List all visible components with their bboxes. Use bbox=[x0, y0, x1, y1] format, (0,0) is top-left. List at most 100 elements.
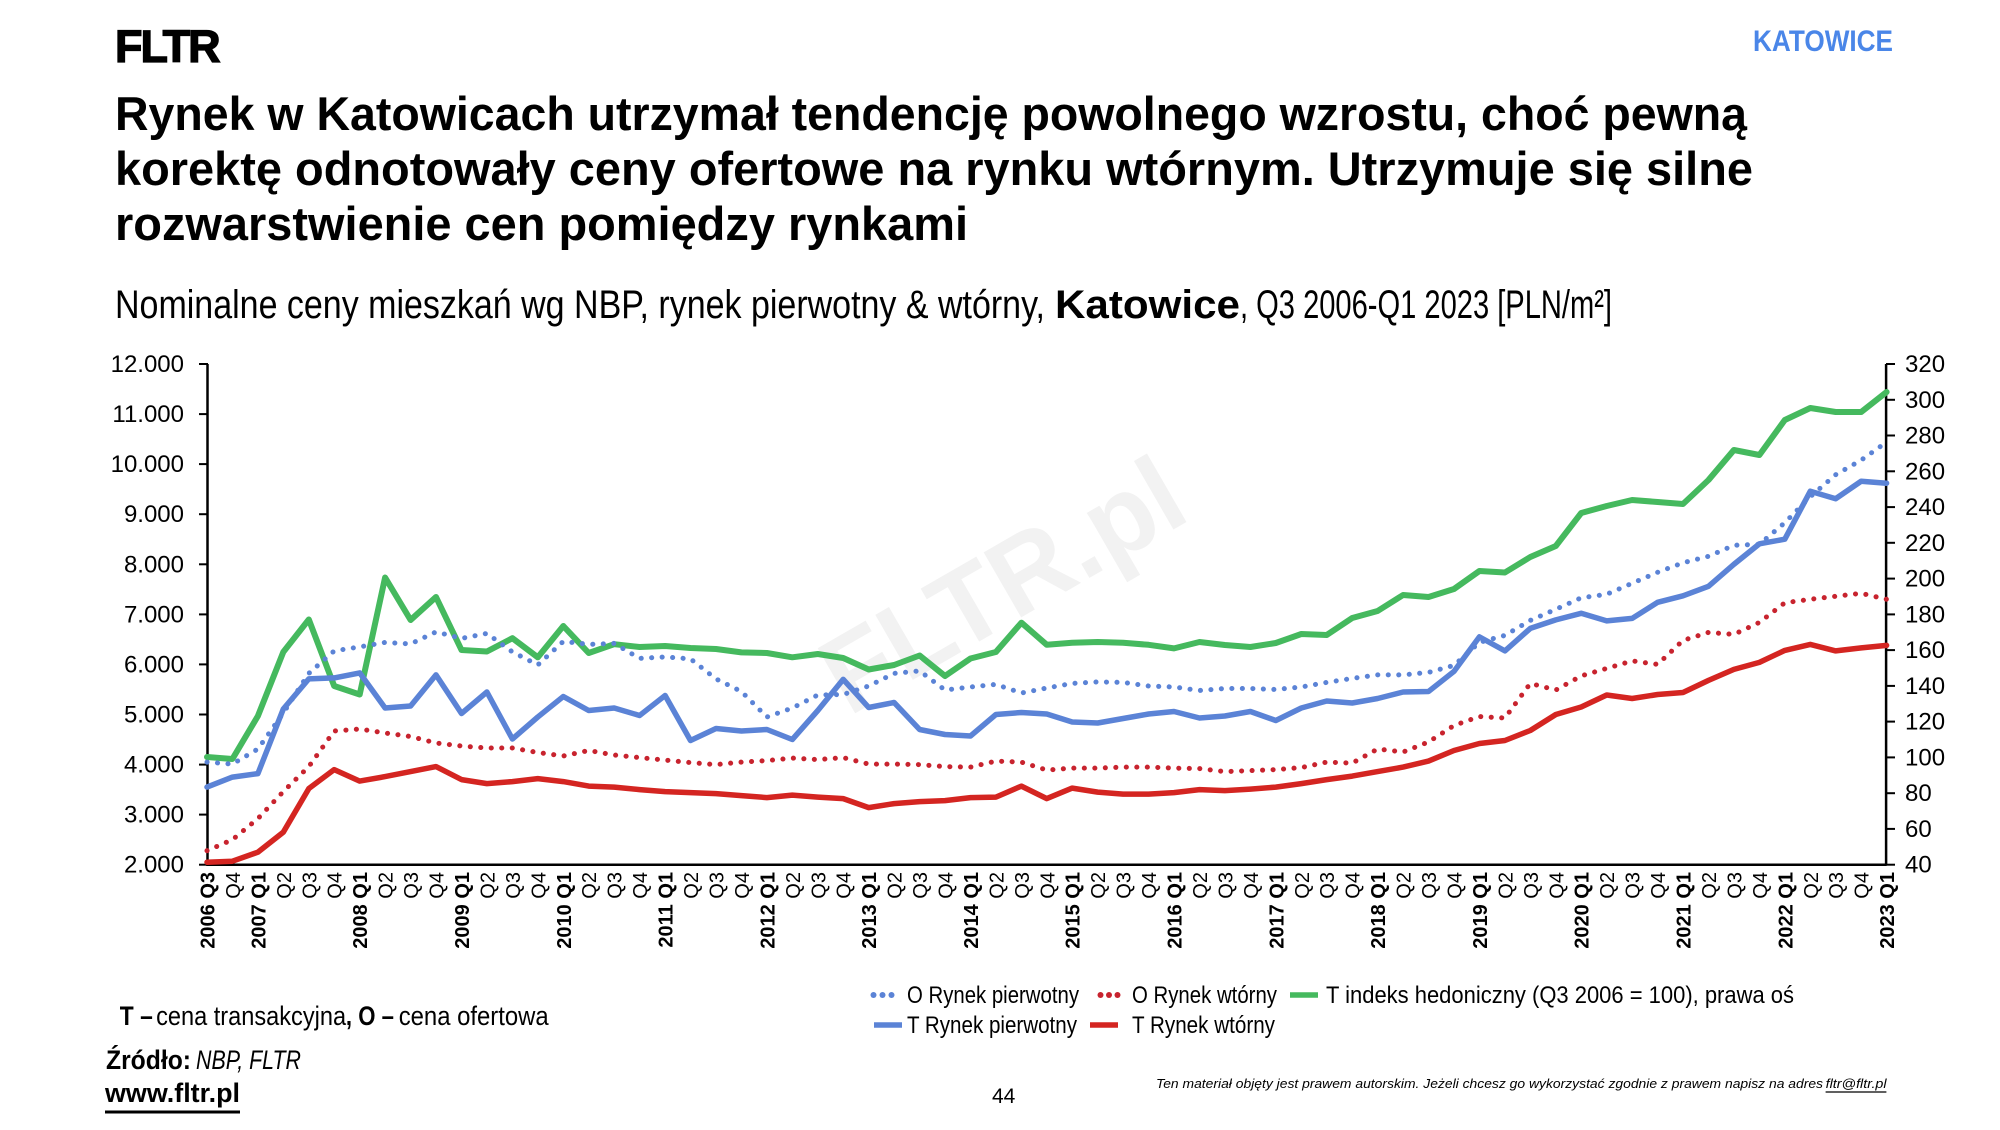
svg-text:Q2: Q2 bbox=[681, 872, 703, 899]
svg-text:220: 220 bbox=[1905, 530, 1945, 557]
svg-text:40: 40 bbox=[1905, 852, 1932, 879]
svg-text:Q3: Q3 bbox=[1317, 872, 1339, 899]
svg-text:Q4: Q4 bbox=[1852, 872, 1874, 899]
svg-text:Q3: Q3 bbox=[1012, 872, 1034, 899]
svg-text:Q4: Q4 bbox=[1139, 872, 1161, 899]
svg-text:T Rynek wtórny: T Rynek wtórny bbox=[1132, 1012, 1275, 1039]
svg-text:fltr@fltr.pl: fltr@fltr.pl bbox=[1826, 1076, 1888, 1091]
svg-text:60: 60 bbox=[1905, 816, 1932, 843]
svg-text:300: 300 bbox=[1905, 387, 1945, 414]
svg-text:80: 80 bbox=[1905, 780, 1932, 807]
svg-text:rozwarstwienie cen pomiędzy ry: rozwarstwienie cen pomiędzy rynkami bbox=[115, 197, 968, 250]
svg-text:6.000: 6.000 bbox=[124, 651, 184, 678]
svg-text:160: 160 bbox=[1905, 637, 1945, 664]
svg-text:Katowice: Katowice bbox=[1055, 283, 1240, 327]
svg-text:Nominalne ceny mieszkań wg NBP: Nominalne ceny mieszkań wg NBP, rynek pi… bbox=[115, 283, 1045, 327]
svg-text:Q4: Q4 bbox=[1546, 872, 1568, 899]
svg-text:2012 Q1: 2012 Q1 bbox=[757, 872, 779, 949]
svg-text:2018 Q1: 2018 Q1 bbox=[1368, 872, 1390, 949]
svg-text:Q2: Q2 bbox=[1495, 872, 1517, 899]
svg-text:320: 320 bbox=[1905, 351, 1945, 378]
svg-text:8.000: 8.000 bbox=[124, 551, 184, 578]
svg-text:2021 Q1: 2021 Q1 bbox=[1674, 872, 1696, 949]
svg-text:Q4: Q4 bbox=[325, 872, 347, 899]
svg-text:T Rynek pierwotny: T Rynek pierwotny bbox=[907, 1012, 1077, 1039]
svg-text:10.000: 10.000 bbox=[111, 451, 184, 478]
svg-text:Q4: Q4 bbox=[223, 872, 245, 899]
svg-text:Q4: Q4 bbox=[1445, 872, 1467, 899]
svg-text:5.000: 5.000 bbox=[124, 702, 184, 729]
svg-text:Q2: Q2 bbox=[1190, 872, 1212, 899]
svg-text:Q2: Q2 bbox=[274, 872, 296, 899]
svg-text:260: 260 bbox=[1905, 458, 1945, 485]
svg-text:Q3: Q3 bbox=[910, 872, 932, 899]
svg-text:11.000: 11.000 bbox=[112, 401, 184, 428]
svg-text:T –: T – bbox=[120, 1001, 153, 1031]
svg-text:2017 Q1: 2017 Q1 bbox=[1266, 872, 1288, 949]
svg-text:Q3: Q3 bbox=[401, 872, 423, 899]
svg-text:NBP, FLTR: NBP, FLTR bbox=[196, 1045, 301, 1075]
svg-text:Q2: Q2 bbox=[1801, 872, 1823, 899]
svg-text:Q3: Q3 bbox=[605, 872, 627, 899]
svg-text:Q4: Q4 bbox=[528, 872, 550, 899]
svg-text:Źródło:: Źródło: bbox=[106, 1044, 191, 1075]
svg-text:2016 Q1: 2016 Q1 bbox=[1165, 872, 1187, 949]
svg-text:Q4: Q4 bbox=[630, 872, 652, 899]
svg-text:O Rynek wtórny: O Rynek wtórny bbox=[1132, 982, 1277, 1009]
svg-text:Q4: Q4 bbox=[1343, 872, 1365, 899]
svg-text:120: 120 bbox=[1905, 709, 1945, 736]
svg-text:9.000: 9.000 bbox=[124, 501, 184, 528]
svg-text:3.000: 3.000 bbox=[124, 802, 184, 829]
svg-text:2019 Q1: 2019 Q1 bbox=[1470, 872, 1492, 949]
svg-text:Q3: Q3 bbox=[1826, 872, 1848, 899]
svg-text:Q3: Q3 bbox=[808, 872, 830, 899]
svg-text:Q2: Q2 bbox=[1597, 872, 1619, 899]
svg-text:280: 280 bbox=[1905, 423, 1945, 450]
svg-text:T indeks hedoniczny (Q3 2006 =: T indeks hedoniczny (Q3 2006 = 100), pra… bbox=[1326, 982, 1794, 1009]
svg-text:2013 Q1: 2013 Q1 bbox=[859, 872, 881, 949]
svg-text:Q3: Q3 bbox=[1724, 872, 1746, 899]
svg-text:Q2: Q2 bbox=[1088, 872, 1110, 899]
svg-text:Q3: Q3 bbox=[503, 872, 525, 899]
svg-text:Q2: Q2 bbox=[1394, 872, 1416, 899]
svg-text:Q3: Q3 bbox=[299, 872, 321, 899]
svg-text:O Rynek pierwotny: O Rynek pierwotny bbox=[907, 982, 1079, 1009]
svg-text:www.fltr.pl: www.fltr.pl bbox=[104, 1078, 240, 1108]
svg-text:Q2: Q2 bbox=[1292, 872, 1314, 899]
svg-text:Q3: Q3 bbox=[1419, 872, 1441, 899]
svg-text:Q2: Q2 bbox=[1699, 872, 1721, 899]
svg-text:Q2: Q2 bbox=[783, 872, 805, 899]
svg-text:, Q3 2006-Q1 2023 [PLN/m²]: , Q3 2006-Q1 2023 [PLN/m²] bbox=[1240, 283, 1612, 327]
svg-text:2011 Q1: 2011 Q1 bbox=[656, 872, 678, 948]
svg-text:2009 Q1: 2009 Q1 bbox=[452, 872, 474, 949]
svg-text:2023 Q1: 2023 Q1 bbox=[1877, 872, 1899, 949]
svg-text:Q2: Q2 bbox=[376, 872, 398, 899]
svg-text:100: 100 bbox=[1905, 744, 1945, 771]
svg-text:Q4: Q4 bbox=[834, 872, 856, 899]
svg-text:Rynek w Katowicach utrzymał te: Rynek w Katowicach utrzymał tendencję po… bbox=[115, 87, 1748, 140]
svg-text:Q2: Q2 bbox=[477, 872, 499, 899]
svg-text:cena ofertowa: cena ofertowa bbox=[399, 1001, 550, 1031]
svg-text:4.000: 4.000 bbox=[124, 752, 184, 779]
svg-text:KATOWICE: KATOWICE bbox=[1753, 25, 1893, 58]
svg-text:2.000: 2.000 bbox=[124, 852, 184, 879]
svg-text:FLTR: FLTR bbox=[115, 21, 220, 72]
svg-text:Q2: Q2 bbox=[579, 872, 601, 899]
svg-text:2014 Q1: 2014 Q1 bbox=[961, 872, 983, 949]
svg-text:Q3: Q3 bbox=[707, 872, 729, 899]
svg-text:cena transakcyjna: cena transakcyjna bbox=[156, 1001, 347, 1031]
svg-text:Q2: Q2 bbox=[885, 872, 907, 899]
svg-text:2015 Q1: 2015 Q1 bbox=[1063, 872, 1085, 949]
svg-text:2010 Q1: 2010 Q1 bbox=[554, 872, 576, 949]
svg-text:Q4: Q4 bbox=[427, 872, 449, 899]
svg-text:, O –: , O – bbox=[346, 1001, 394, 1031]
svg-text:Q2: Q2 bbox=[986, 872, 1008, 899]
svg-text:12.000: 12.000 bbox=[111, 351, 184, 378]
svg-text:Q4: Q4 bbox=[1241, 872, 1263, 899]
svg-text:2007 Q1: 2007 Q1 bbox=[248, 872, 270, 949]
svg-text:7.000: 7.000 bbox=[124, 601, 184, 628]
svg-text:2006 Q3: 2006 Q3 bbox=[198, 872, 220, 949]
svg-text:korektę odnotowały ceny oferto: korektę odnotowały ceny ofertowe na rynk… bbox=[115, 142, 1753, 195]
svg-text:Q3: Q3 bbox=[1114, 872, 1136, 899]
svg-text:Ten materiał objęty jest prawe: Ten materiał objęty jest prawem autorski… bbox=[1156, 1076, 1824, 1091]
